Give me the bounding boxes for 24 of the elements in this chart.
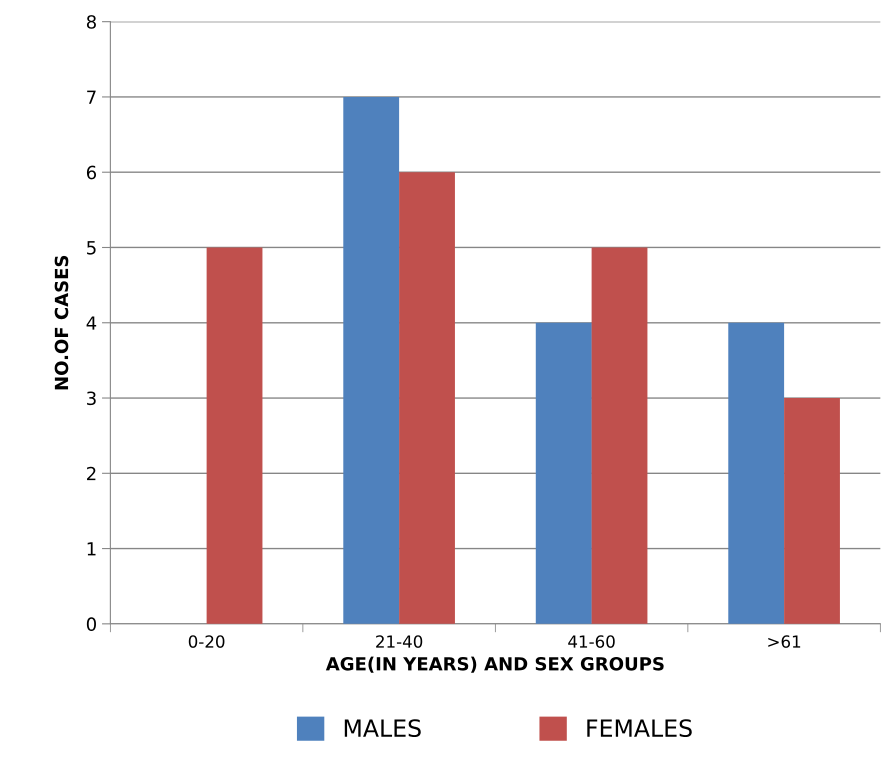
y-tick-label: 2 xyxy=(87,466,96,480)
bar xyxy=(343,96,400,624)
x-tick-label: 21-40 xyxy=(376,635,422,648)
x-tick-label: >61 xyxy=(768,635,800,648)
y-tick-label: 4 xyxy=(86,316,96,330)
y-tick-label: 1 xyxy=(88,542,96,556)
y-tick-label: 5 xyxy=(87,241,96,255)
bar xyxy=(206,247,262,624)
y-tick-label: 3 xyxy=(87,391,96,406)
x-axis-title: AGE(IN YEARS) AND SEX GROUPS xyxy=(326,656,664,673)
bar xyxy=(536,322,592,624)
legend-label: MALES xyxy=(344,719,421,738)
x-tick-label: 41-60 xyxy=(568,635,615,648)
x-tick-label: 0-20 xyxy=(188,635,224,648)
y-axis-title: NO.OF CASES xyxy=(54,256,68,390)
bar xyxy=(784,398,840,624)
bar xyxy=(592,247,648,624)
y-tick-label: 6 xyxy=(86,166,96,180)
legend-label: FEMALES xyxy=(587,719,692,738)
y-tick-label: 8 xyxy=(86,15,96,29)
y-tick-label: 0 xyxy=(86,617,96,631)
bar xyxy=(399,172,455,624)
y-tick-label: 7 xyxy=(87,90,96,104)
bar xyxy=(728,322,784,624)
